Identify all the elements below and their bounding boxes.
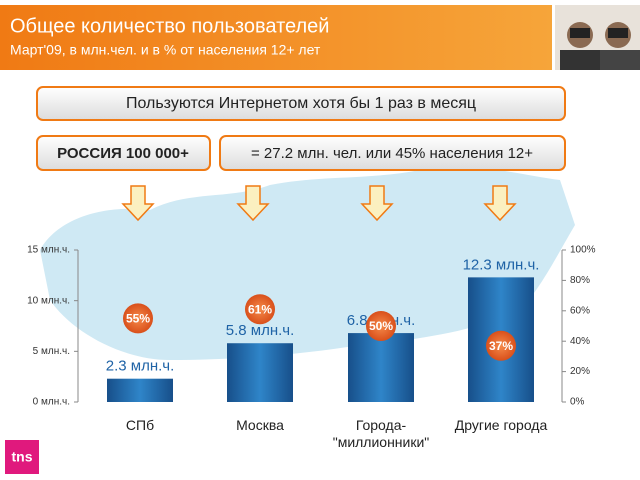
segment-box	[36, 135, 211, 171]
percent-label: 61%	[248, 302, 272, 316]
bar	[107, 378, 173, 402]
header-background	[0, 5, 552, 70]
y2-tick-label: 20%	[570, 366, 590, 377]
percent-label: 50%	[369, 319, 393, 333]
y-tick-label: 15 млн.ч.	[27, 245, 70, 256]
y2-tick-label: 60%	[570, 305, 590, 316]
logo: tns	[12, 449, 33, 465]
y-tick-label: 5 млн.ч.	[33, 346, 70, 357]
arrows	[121, 185, 517, 222]
banner-box	[36, 86, 566, 121]
segment-total-box	[219, 135, 566, 171]
x-tick-label: Другие города	[454, 417, 548, 433]
segment-total-text: = 27.2 млн. чел. или 45% населения 12+	[251, 145, 533, 162]
percent-marker	[123, 303, 153, 334]
header-subtitle: Март'09, в млн.чел. и в % от населения 1…	[10, 42, 321, 58]
x-tick-label: Москва	[236, 417, 284, 433]
bar	[348, 333, 414, 402]
y-tick-label: 0 млн.ч.	[33, 397, 70, 408]
y2-tick-label: 100%	[570, 245, 596, 256]
value-label: 2.3 млн.ч.	[106, 358, 175, 375]
x-tick-label: Города- "миллионники"	[332, 417, 430, 450]
photo	[555, 5, 640, 70]
y-tick-label: 10 млн.ч.	[27, 295, 70, 306]
logo-box	[5, 440, 39, 474]
header-title: Общее количество пользователей	[10, 15, 329, 37]
y2-tick-label: 80%	[570, 275, 590, 286]
percent-label: 37%	[489, 339, 513, 353]
value-label: 12.3 млн.ч.	[463, 256, 540, 273]
segment-text: РОССИЯ 100 000+	[57, 145, 189, 162]
percent-marker	[486, 330, 516, 361]
x-tick-label: СПб	[125, 417, 155, 433]
percent-label: 55%	[126, 312, 150, 326]
value-label: 5.8 млн.ч.	[226, 322, 295, 339]
y2-tick-label: 40%	[570, 336, 590, 347]
bar	[227, 343, 293, 402]
banner-text: Пользуются Интернетом хотя бы 1 раз в ме…	[126, 95, 476, 112]
y2-tick-label: 0%	[570, 397, 585, 408]
percent-marker	[366, 311, 396, 341]
percent-marker	[245, 294, 275, 325]
map-background	[40, 166, 575, 360]
